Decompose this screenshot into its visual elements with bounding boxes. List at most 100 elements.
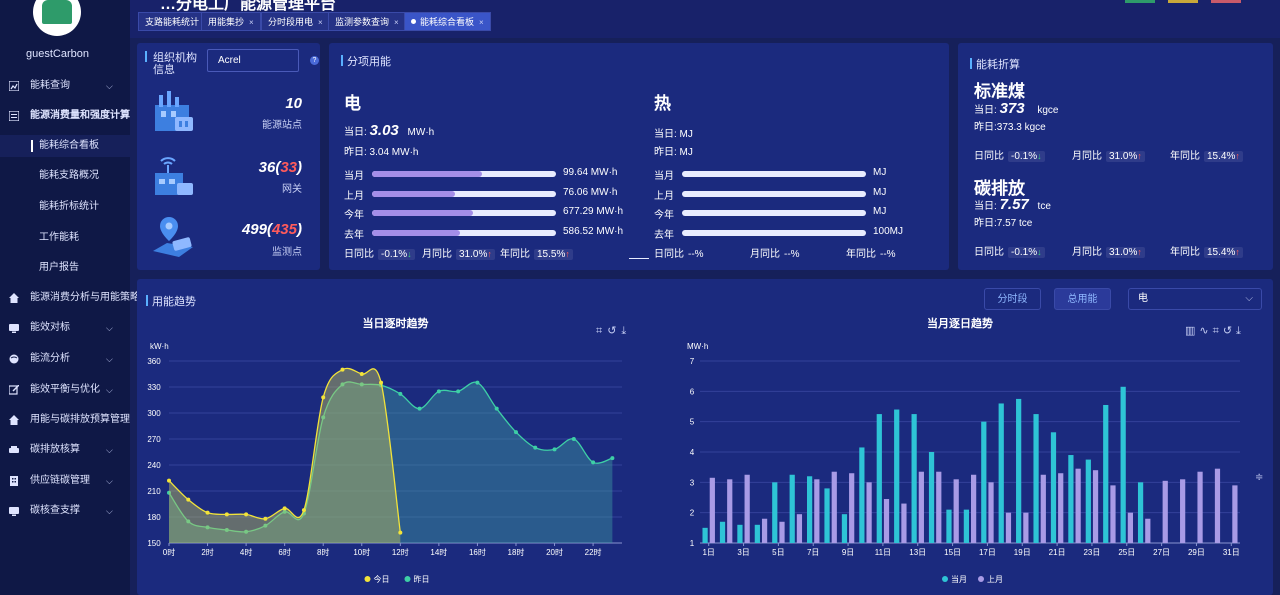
sidebar-subitem-1[interactable]: 能耗支路概况 (0, 165, 130, 187)
electric-progress-bar (372, 229, 556, 236)
total-energy-button[interactable]: 总用能 (1054, 288, 1111, 310)
x-tick-label: 4时 (240, 547, 252, 557)
bar-current (1016, 398, 1022, 543)
org-input[interactable]: Acrel (207, 49, 299, 72)
sidebar-item-4[interactable]: 能流分析 ⌵ (0, 348, 130, 370)
restore-icon[interactable]: ↺ (1222, 325, 1237, 337)
period-button[interactable]: 分时段 (984, 288, 1041, 310)
filter-icon[interactable]: ≑ (1255, 472, 1264, 483)
legend-label: 上月 (987, 575, 1003, 584)
compare-label: 日同比 (974, 247, 1004, 258)
close-icon[interactable]: × (479, 18, 484, 27)
bar-previous (796, 514, 803, 543)
electric-today-label: 当日: (344, 127, 367, 138)
info-icon[interactable]: ? (310, 56, 319, 65)
bar-previous (744, 474, 750, 543)
carbon-today: 当日: 7.57 tce (974, 196, 1051, 213)
bar-previous (709, 477, 715, 543)
sidebar-subitem-3[interactable]: 工作能耗 (0, 227, 130, 249)
tab-3[interactable]: 监测参数查询 × (328, 12, 406, 31)
sidebar-item-9[interactable]: 碳核查支撑 ⌵ (0, 500, 130, 522)
sidebar-item-8[interactable]: 供应链碳管理 ⌵ (0, 470, 130, 492)
tab-4[interactable]: 能耗综合看板 × (404, 12, 491, 31)
chevron-down-icon: ⌵ (1245, 293, 1253, 304)
zoom-icon[interactable]: ⌗ (1212, 325, 1223, 337)
tab-1[interactable]: 用能集抄 × (201, 12, 261, 31)
data-point (167, 490, 171, 495)
data-point (475, 380, 480, 385)
arrow-up-icon: ↑ (1235, 151, 1240, 161)
compare-value: -0.1% (381, 249, 408, 260)
bar-current (1085, 459, 1091, 543)
close-icon[interactable]: × (318, 18, 323, 27)
compare-item: 日同比 --% (654, 245, 704, 260)
sidebar-item-0[interactable]: 能耗查询 ⌵ (0, 75, 130, 97)
data-point (379, 380, 384, 385)
tab-0[interactable]: 支路能耗统计 (138, 12, 207, 31)
sidebar-item-1[interactable]: 能源消费量和强度计算 (0, 105, 130, 127)
data-point (263, 523, 268, 528)
top-indicator-yellow[interactable] (1168, 0, 1198, 3)
legend-marker (364, 576, 371, 582)
sidebar-item-5[interactable]: 能效平衡与优化 ⌵ (0, 379, 130, 401)
sidebar-subitem-label: 能耗折标统计 (39, 201, 99, 212)
daily-chart-toolbox: ⌗↺⤓ (596, 324, 631, 338)
x-tick-label: 17日 (979, 548, 996, 557)
sidebar-subitem-4[interactable]: 用户报告 (0, 257, 130, 279)
close-icon[interactable]: × (394, 18, 399, 27)
compare-value-badge: --% (688, 249, 704, 260)
heat-row-label: 去年 (654, 229, 674, 241)
compare-value: 15.5% (537, 249, 566, 260)
daily-chart-ylabel: kW·h (150, 342, 169, 351)
sidebar-subitem-2[interactable]: 能耗折标统计 (0, 196, 130, 218)
close-icon[interactable]: × (249, 18, 254, 27)
carbon-today-value: 7.57 (999, 196, 1029, 213)
avatar[interactable] (33, 0, 81, 36)
bar-chart-icon[interactable]: ▥ (1185, 325, 1200, 337)
factory-icon (155, 91, 193, 131)
compare-value-badge: -0.1%↓ (378, 249, 415, 260)
download-icon[interactable]: ⤓ (1236, 325, 1245, 337)
arrow-up-icon: ↑ (1137, 151, 1142, 161)
heat-title: 热 (654, 94, 671, 113)
bar-current (894, 409, 900, 543)
sidebar-item-3[interactable]: 能效对标 ⌵ (0, 317, 130, 339)
sidebar-item-7[interactable]: 碳排放核算 ⌵ (0, 439, 130, 461)
download-icon[interactable]: ⤓ (621, 325, 632, 337)
top-indicator-red[interactable] (1211, 0, 1241, 3)
bar-current (754, 524, 760, 543)
x-tick-label: 21日 (1049, 548, 1066, 557)
compare-label: 年同比 (1170, 151, 1200, 162)
sidebar-item-2[interactable]: 能源消费分析与用能策略 (0, 287, 140, 309)
bar-previous (849, 473, 855, 543)
compare-item: 月同比 31.0%↑ (1072, 147, 1145, 162)
legend-marker (404, 576, 411, 582)
compare-value-badge: 15.4%↑ (1204, 151, 1243, 162)
data-point (167, 478, 171, 483)
y-tick-label: 6 (690, 387, 695, 396)
bar-previous (727, 479, 733, 543)
x-tick-label: 5日 (772, 548, 784, 557)
tab-2[interactable]: 分时段用电 × (261, 12, 330, 31)
restore-icon[interactable]: ↺ (607, 325, 622, 337)
top-indicator-green[interactable] (1125, 0, 1155, 3)
heat-row-value: MJ (873, 206, 887, 217)
zoom-icon[interactable]: ⌗ (596, 325, 608, 337)
y-tick-label: 150 (147, 539, 161, 548)
x-tick-label: 18时 (508, 547, 525, 557)
compare-value: 31.0% (1109, 151, 1138, 162)
sidebar-subitem-0[interactable]: 能耗综合看板 (0, 135, 130, 157)
electric-today-value: 3.03 (369, 122, 399, 139)
x-tick-label: 10时 (353, 547, 370, 557)
electric-progress-bar (372, 190, 556, 197)
bar-previous (779, 521, 785, 543)
bar-current (841, 514, 848, 543)
compare-item: 日同比 -0.1%↓ (974, 147, 1045, 162)
bar-current (1137, 482, 1144, 543)
sidebar-item-6[interactable]: 用能与碳排放预算管理 (0, 409, 130, 431)
bar-previous (901, 503, 907, 543)
arrow-up-icon: ↑ (565, 249, 570, 259)
sidebar-item-label: 碳核查支撑 (30, 505, 80, 516)
energy-type-select[interactable]: 电 ⌵ (1128, 288, 1262, 310)
line-chart-icon[interactable]: ∿ (1199, 325, 1213, 337)
